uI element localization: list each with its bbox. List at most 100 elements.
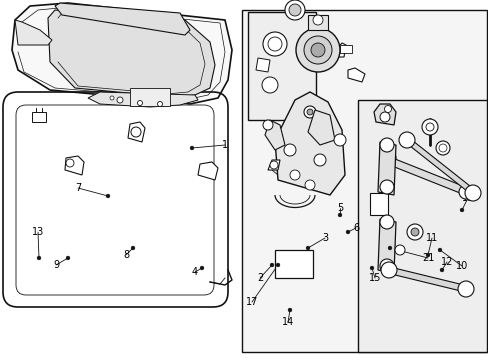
Circle shape (426, 253, 429, 257)
Text: 10: 10 (455, 261, 467, 271)
Polygon shape (381, 155, 467, 195)
Circle shape (458, 185, 472, 199)
Polygon shape (386, 267, 467, 292)
Text: 9: 9 (53, 260, 59, 270)
Polygon shape (264, 120, 285, 150)
Circle shape (306, 109, 312, 115)
Text: 4: 4 (192, 267, 198, 277)
Bar (130, 88, 170, 106)
Circle shape (137, 100, 142, 105)
Circle shape (459, 208, 463, 212)
Text: 14: 14 (281, 317, 293, 327)
Bar (274, 250, 312, 278)
Circle shape (398, 132, 414, 148)
Bar (247, 12, 315, 120)
Polygon shape (48, 10, 215, 97)
Circle shape (333, 134, 346, 146)
Circle shape (190, 146, 193, 150)
Polygon shape (15, 20, 52, 45)
Circle shape (379, 112, 389, 122)
Bar (307, 15, 327, 30)
Circle shape (304, 106, 315, 118)
Circle shape (131, 246, 135, 250)
Polygon shape (335, 43, 346, 57)
Circle shape (287, 308, 291, 312)
Bar (369, 193, 387, 215)
Polygon shape (377, 219, 395, 273)
Polygon shape (404, 137, 474, 195)
Polygon shape (198, 162, 218, 180)
Circle shape (457, 281, 473, 297)
Circle shape (276, 263, 279, 267)
Circle shape (379, 259, 393, 273)
Circle shape (284, 144, 295, 156)
Circle shape (37, 256, 41, 260)
Circle shape (380, 262, 396, 278)
Text: 5: 5 (336, 203, 343, 213)
Circle shape (262, 77, 278, 93)
Circle shape (394, 245, 404, 255)
Polygon shape (12, 3, 231, 104)
Text: 17: 17 (245, 297, 258, 307)
Circle shape (379, 138, 393, 152)
Text: 6: 6 (352, 223, 358, 233)
Circle shape (312, 15, 323, 25)
Circle shape (263, 32, 286, 56)
Circle shape (305, 246, 309, 250)
Circle shape (379, 150, 395, 166)
Circle shape (421, 119, 437, 135)
Polygon shape (373, 104, 395, 125)
Circle shape (425, 123, 433, 131)
Text: 3: 3 (321, 233, 327, 243)
Text: 8: 8 (122, 250, 129, 260)
Text: 15: 15 (368, 273, 381, 283)
Circle shape (66, 159, 74, 167)
Polygon shape (274, 92, 345, 195)
Circle shape (437, 248, 441, 252)
Circle shape (269, 161, 278, 169)
Polygon shape (377, 142, 395, 195)
Circle shape (288, 4, 301, 16)
Polygon shape (267, 160, 280, 170)
Circle shape (310, 43, 325, 57)
Circle shape (289, 170, 299, 180)
Circle shape (346, 230, 349, 234)
Circle shape (338, 213, 341, 217)
Bar (357, 100, 486, 352)
Circle shape (384, 105, 391, 112)
Polygon shape (347, 68, 364, 82)
Text: 19: 19 (461, 193, 473, 203)
Circle shape (270, 263, 273, 267)
Text: 13: 13 (32, 227, 44, 237)
Circle shape (369, 266, 373, 270)
Bar (32, 112, 46, 122)
Circle shape (110, 96, 114, 100)
Circle shape (285, 0, 305, 20)
Circle shape (66, 256, 70, 260)
Circle shape (106, 194, 110, 198)
Polygon shape (88, 92, 198, 107)
Polygon shape (65, 156, 84, 175)
Circle shape (157, 102, 162, 107)
Text: 7: 7 (75, 183, 81, 193)
Circle shape (387, 246, 391, 250)
Circle shape (117, 97, 123, 103)
Circle shape (263, 120, 272, 130)
Circle shape (438, 144, 446, 152)
Circle shape (435, 141, 449, 155)
Circle shape (295, 28, 339, 72)
Text: 12: 12 (440, 257, 452, 267)
Polygon shape (128, 122, 145, 142)
Text: 1: 1 (222, 140, 227, 150)
Circle shape (379, 180, 393, 194)
Polygon shape (55, 3, 190, 35)
Circle shape (304, 36, 331, 64)
Bar (339, 45, 351, 53)
Text: 11: 11 (425, 233, 437, 243)
Circle shape (379, 215, 393, 229)
Polygon shape (256, 58, 269, 72)
Bar (242, 10, 486, 352)
Circle shape (131, 127, 141, 137)
Circle shape (439, 268, 443, 272)
Circle shape (313, 154, 325, 166)
